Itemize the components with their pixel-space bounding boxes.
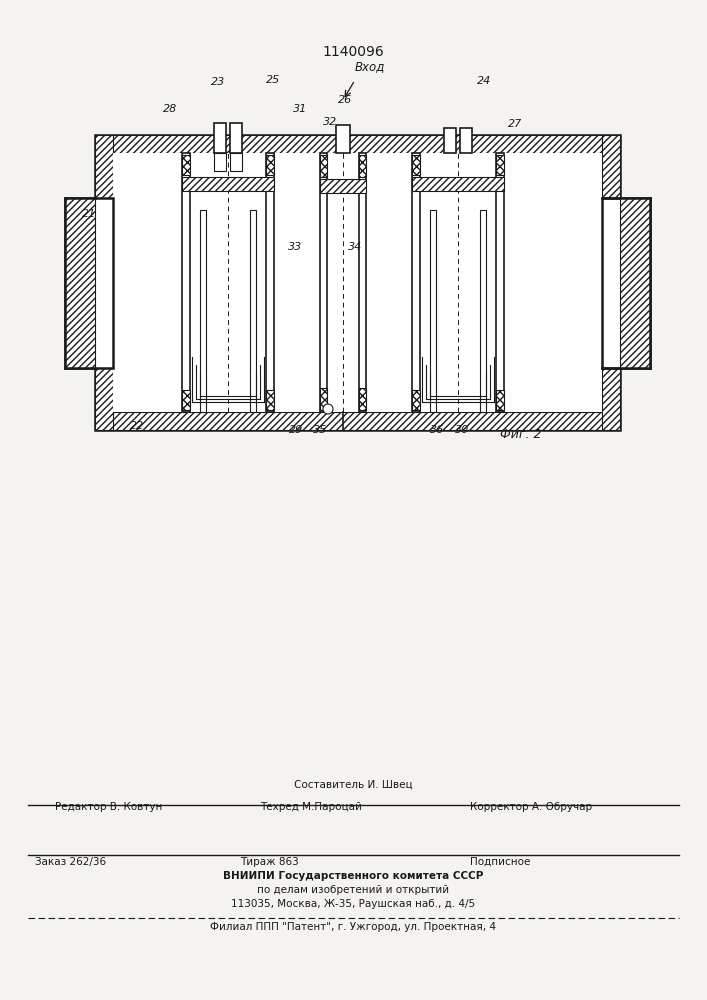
Text: Составитель И. Швец: Составитель И. Швец	[293, 780, 412, 790]
Bar	[200, 210, 206, 412]
Text: 34: 34	[348, 242, 362, 252]
Text: Редактор В. Ковтун: Редактор В. Ковтун	[55, 802, 163, 812]
Text: 31: 31	[293, 104, 307, 114]
Bar	[113, 153, 602, 412]
Bar	[266, 390, 274, 410]
Text: 33: 33	[288, 242, 302, 252]
Bar	[412, 390, 420, 410]
Text: 1140096: 1140096	[322, 45, 384, 59]
Text: 24: 24	[477, 76, 491, 86]
Circle shape	[323, 404, 333, 414]
Text: 21: 21	[82, 209, 96, 219]
Text: Филиал ППП "Патент", г. Ужгород, ул. Проектная, 4: Филиал ППП "Патент", г. Ужгород, ул. Про…	[210, 922, 496, 932]
Text: 22: 22	[130, 421, 144, 431]
Text: 36: 36	[430, 425, 444, 435]
Bar	[320, 388, 327, 410]
Text: Вход: Вход	[355, 60, 385, 73]
Text: 29: 29	[289, 425, 303, 435]
Bar	[320, 179, 366, 193]
Text: Тираж 863: Тираж 863	[240, 857, 299, 867]
Bar	[359, 388, 366, 410]
Bar	[602, 198, 650, 367]
Text: 35: 35	[313, 425, 327, 435]
Bar	[412, 153, 420, 412]
Bar	[95, 412, 620, 430]
Bar	[250, 210, 256, 412]
Bar	[230, 123, 242, 153]
Text: Фиг. 2: Фиг. 2	[500, 428, 542, 441]
Bar	[266, 155, 274, 175]
Text: Заказ 262/36: Заказ 262/36	[35, 857, 106, 867]
Bar	[496, 390, 504, 410]
Text: 23: 23	[211, 77, 225, 87]
Bar	[182, 390, 190, 410]
Text: 32: 32	[323, 117, 337, 127]
Bar	[602, 135, 620, 430]
Bar	[65, 198, 113, 367]
Bar	[182, 155, 190, 175]
Bar	[359, 153, 366, 412]
Text: ВНИИПИ Государственного комитета СССР: ВНИИПИ Государственного комитета СССР	[223, 871, 483, 881]
Bar	[620, 198, 650, 367]
Bar	[460, 128, 472, 153]
Text: 26: 26	[338, 95, 352, 105]
Bar	[266, 153, 274, 412]
Bar	[480, 210, 486, 412]
Bar	[95, 135, 620, 153]
Text: 25: 25	[266, 75, 280, 85]
Text: 28: 28	[163, 104, 177, 114]
Bar	[444, 128, 456, 153]
Text: Техред М.Пароцай: Техред М.Пароцай	[260, 802, 362, 812]
Bar	[214, 123, 226, 153]
Bar	[496, 155, 504, 175]
Text: Корректор А. Обручар: Корректор А. Обручар	[470, 802, 592, 812]
Bar	[412, 155, 420, 175]
Bar	[95, 135, 620, 430]
Bar	[430, 210, 436, 412]
Bar	[182, 177, 274, 191]
Bar	[359, 155, 366, 177]
Bar	[412, 177, 504, 191]
Text: 27: 27	[508, 119, 522, 129]
Bar	[230, 153, 242, 171]
Text: Подписное: Подписное	[470, 857, 530, 867]
Text: 113035, Москва, Ж-35, Раушская наб., д. 4/5: 113035, Москва, Ж-35, Раушская наб., д. …	[231, 899, 475, 909]
Bar	[320, 155, 327, 177]
Bar	[336, 125, 350, 153]
Text: по делам изобретений и открытий: по делам изобретений и открытий	[257, 885, 449, 895]
Bar	[95, 135, 113, 430]
Bar	[496, 153, 504, 412]
Text: 30: 30	[455, 425, 469, 435]
Bar	[320, 153, 327, 412]
Bar	[182, 153, 190, 412]
Bar	[65, 198, 95, 367]
Bar	[214, 153, 226, 171]
